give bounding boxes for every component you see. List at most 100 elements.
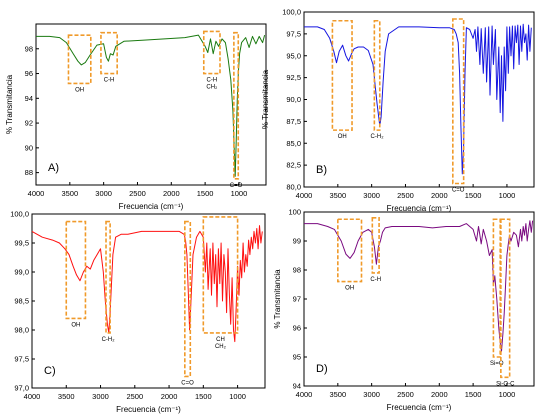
panel-b-spectrum-line xyxy=(304,23,532,175)
panel-b-y-tick-label-6: 95,0 xyxy=(286,51,301,60)
panel-b-y-tick-label-7: 97,5 xyxy=(286,29,301,38)
panel-a-annotation-label-2: C-H CH₂ xyxy=(206,78,218,91)
panel-b-x-tick-label-1500: 1500 xyxy=(465,191,482,200)
panel-d-annotation-label-0: OH xyxy=(345,286,354,292)
panel-b-y-tick-label-8: 100,0 xyxy=(282,8,301,17)
panel-a-x-tick-label-2000: 2000 xyxy=(163,189,180,198)
panel-d-annotation-box-3 xyxy=(500,218,511,379)
panel-a-annotation-box-0 xyxy=(67,34,92,85)
panel-b-x-tick-label-3500: 3500 xyxy=(329,191,346,200)
panel-d-x-tick-label-1500: 1500 xyxy=(465,390,482,399)
panel-c-x-tick-label-3500: 3500 xyxy=(58,392,75,401)
panel-c-annotation-label-1: C-H₂ xyxy=(102,337,116,343)
panel-b-y-tick-label-5: 92,5 xyxy=(286,73,301,82)
panel-b-annotation-label-2: C=O xyxy=(452,188,465,194)
panel-a-y-tick-label-0: 88 xyxy=(25,168,33,177)
panel-a-y-tick-label-5: 98 xyxy=(25,44,33,53)
panel-c: 4000 3500 3000 2500 2000 1500 1000 97,0 97,5 98,0… xyxy=(10,210,266,414)
panel-d-x-tick-label-2000: 2000 xyxy=(431,390,448,399)
panel-d-letter-label: D) xyxy=(316,363,328,375)
panel-a-letter-label: A) xyxy=(48,162,59,174)
panel-a-x-tick-label-1000: 1000 xyxy=(231,189,248,198)
panel-b-y-tick-label-3: 87,5 xyxy=(286,117,301,126)
panel-d: 4000 3500 3000 2500 2000 1500 1000 94 95 96 97 98 99… xyxy=(273,208,535,412)
panel-b-x-tick-label-2000: 2000 xyxy=(431,191,448,200)
panel-d-annotation-box-0 xyxy=(337,218,363,283)
panel-c-y-tick-label-3: 98,5 xyxy=(14,297,29,306)
panel-a-y-tick-label-4: 96 xyxy=(25,69,33,78)
panel-c-y-tick-label-2: 98,0 xyxy=(14,326,29,335)
panel-d-y-tick-label-5: 99 xyxy=(293,237,301,246)
panel-c-y-tick-label-4: 99,0 xyxy=(14,268,29,277)
panel-c-y-tick-label-6: 100,0 xyxy=(10,210,29,219)
panel-d-x-tick-label-3500: 3500 xyxy=(329,390,346,399)
panel-c-x-tick-label-3000: 3000 xyxy=(92,392,109,401)
panel-c-y-tick-label-1: 97,5 xyxy=(14,355,29,364)
panel-d-annotation-label-2: Si=O xyxy=(490,361,504,367)
panel-b-annotation-label-0: OH xyxy=(338,134,347,140)
panel-c-annotation-label-0: OH xyxy=(71,322,80,328)
panel-b-y-tick-label-2: 85,0 xyxy=(286,139,301,148)
panel-a: 4000 3500 3000 2500 2000 1500 1000 88 90 92 94 96 98… xyxy=(5,23,267,211)
panel-a-frame xyxy=(35,23,267,186)
panel-c-x-tick-label-4000: 4000 xyxy=(24,392,41,401)
panel-a-x-tick-label-3000: 3000 xyxy=(95,189,112,198)
panel-d-y-tick-label-3: 97 xyxy=(293,295,301,304)
panel-d-y-tick-label-6: 100 xyxy=(288,208,301,217)
panel-c-annotation-label-2: C=O xyxy=(181,380,194,386)
panel-a-y-axis-label: % Transmitancia xyxy=(5,74,14,134)
panel-c-x-tick-label-1500: 1500 xyxy=(195,392,212,401)
panel-a-y-tick-label-1: 90 xyxy=(25,143,33,152)
panel-a-annotation-box-3 xyxy=(233,31,240,180)
panel-d-y-tick-label-1: 95 xyxy=(293,353,301,362)
panel-c-x-tick-label-2500: 2500 xyxy=(126,392,143,401)
panel-d-x-tick-label-4000: 4000 xyxy=(296,390,313,399)
panel-b-x-tick-label-2500: 2500 xyxy=(397,191,414,200)
panel-d-y-axis-label: % Transmitancia xyxy=(273,269,282,329)
panel-c-x-tick-label-2000: 2000 xyxy=(161,392,178,401)
panel-b-annotation-box-2 xyxy=(452,18,465,185)
panel-b-y-tick-label-0: 80,0 xyxy=(286,183,301,192)
panel-c-y-tick-label-5: 99,5 xyxy=(14,239,29,248)
panel-b-y-tick-label-1: 82,5 xyxy=(286,161,301,170)
panel-b-letter-label: B) xyxy=(316,164,327,176)
panel-d-y-tick-label-4: 98 xyxy=(293,266,301,275)
panel-b-y-tick-label-4: 90,0 xyxy=(286,95,301,104)
panel-b-annotation-box-0 xyxy=(331,19,353,131)
panel-a-x-tick-label-2500: 2500 xyxy=(129,189,146,198)
panel-d-x-axis-label: Frecuencia (cm⁻¹) xyxy=(387,403,452,412)
panel-b-x-axis-label: Frecuencia (cm⁻¹) xyxy=(387,204,452,213)
panel-b-x-tick-label-1000: 1000 xyxy=(499,191,516,200)
panel-c-annotation-box-3 xyxy=(202,216,239,334)
panel-b-x-tick-label-4000: 4000 xyxy=(296,191,313,200)
panel-d-x-tick-label-1000: 1000 xyxy=(499,390,516,399)
panel-d-annotation-label-3: Si-O-C xyxy=(496,381,515,387)
panel-d-spectrum-line xyxy=(304,220,534,352)
panel-c-letter-label: C) xyxy=(44,365,56,377)
panel-d-x-tick-label-2500: 2500 xyxy=(397,390,414,399)
panel-a-annotation-box-1 xyxy=(100,31,118,75)
panel-d-y-tick-label-0: 94 xyxy=(293,382,301,391)
panel-c-y-tick-label-0: 97,0 xyxy=(14,384,29,393)
panel-d-annotation-box-1 xyxy=(371,217,380,274)
panel-c-annotation-box-2 xyxy=(184,220,192,378)
panel-a-x-tick-label-1500: 1500 xyxy=(197,189,214,198)
panel-a-x-tick-label-3500: 3500 xyxy=(61,189,78,198)
panel-a-y-tick-label-3: 94 xyxy=(25,94,33,103)
panel-b-y-axis-label: % Transmitancia xyxy=(261,69,270,129)
panel-d-y-tick-label-2: 96 xyxy=(293,324,301,333)
panel-a-y-tick-label-2: 92 xyxy=(25,119,33,128)
panel-c-annotation-label-3: CH CH₂ xyxy=(215,337,227,350)
panel-b-annotation-box-1 xyxy=(373,19,381,131)
panel-c-annotation-box-0 xyxy=(65,220,87,320)
panel-b: 4000 3500 3000 2500 2000 1500 1000 80,0 82,5 85,0… xyxy=(261,8,535,213)
panel-c-annotation-box-1 xyxy=(105,220,111,334)
panel-a-spectrum-line xyxy=(36,34,266,177)
panel-a-x-tick-label-4000: 4000 xyxy=(28,189,45,198)
panel-a-annotation-label-0: OH xyxy=(75,87,84,93)
panel-c-spectrum-line xyxy=(31,225,263,343)
panel-a-annotation-label-3: C=O xyxy=(230,183,243,189)
panel-d-annotation-label-1: C-H xyxy=(370,277,381,283)
panel-a-annotation-box-2 xyxy=(202,30,221,75)
